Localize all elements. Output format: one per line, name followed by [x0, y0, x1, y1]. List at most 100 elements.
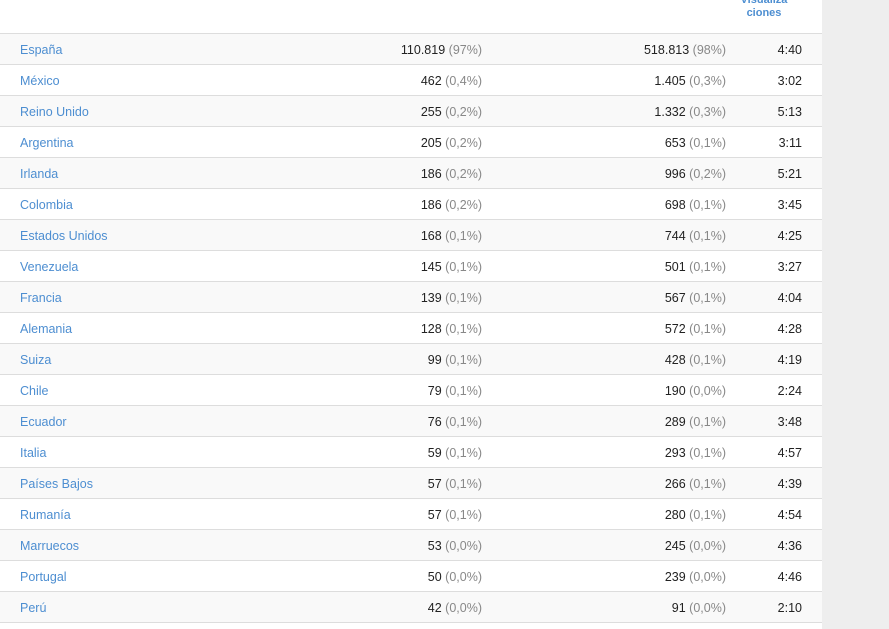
views-cell: 190 (0,0%)	[665, 384, 726, 398]
duration-cell: 4:57	[777, 446, 802, 460]
views-value: 1.405	[654, 74, 686, 88]
sessions-value: 110.819	[400, 43, 446, 57]
table-row: Reino Unido 255 (0,2%) 1.332 (0,3%) 5:13	[0, 96, 822, 127]
duration-cell: 4:04	[777, 291, 802, 305]
sessions-percent: (0,0%)	[445, 570, 482, 584]
country-link[interactable]: Irlanda	[20, 167, 59, 181]
sessions-percent: (0,2%)	[445, 105, 482, 119]
sessions-percent: (0,4%)	[445, 74, 482, 88]
views-value: 698	[664, 198, 686, 212]
country-link[interactable]: Argentina	[20, 136, 74, 150]
country-link[interactable]: Suiza	[20, 353, 52, 367]
country-link[interactable]: Venezuela	[20, 260, 79, 274]
country-link[interactable]: España	[20, 43, 63, 57]
sessions-value: 76	[427, 415, 442, 429]
table-row: Países Bajos 57 (0,1%) 266 (0,1%) 4:39	[0, 468, 822, 499]
sessions-value: 145	[420, 260, 442, 274]
table-row: Chile 79 (0,1%) 190 (0,0%) 2:24	[0, 375, 822, 406]
duration-cell: 3:27	[777, 260, 802, 274]
table-row: Italia 59 (0,1%) 293 (0,1%) 4:57	[0, 437, 822, 468]
country-link[interactable]: Portugal	[20, 570, 67, 584]
report-table: Visualiza ciones España 110.819 (97%) 518.…	[0, 0, 822, 629]
country-link[interactable]: Italia	[20, 446, 47, 460]
sessions-value: 168	[420, 229, 442, 243]
views-value: 293	[664, 446, 686, 460]
duration-cell: 5:21	[777, 167, 802, 181]
sessions-value: 255	[420, 105, 442, 119]
country-link[interactable]: Reino Unido	[20, 105, 89, 119]
duration-cell: 4:36	[777, 539, 802, 553]
views-cell: 428 (0,1%)	[665, 353, 726, 367]
table-row: España 110.819 (97%) 518.813 (98%) 4:40	[0, 34, 822, 65]
country-link[interactable]: Rumanía	[20, 508, 71, 522]
country-link[interactable]: Chile	[20, 384, 49, 398]
table-row: Argentina 205 (0,2%) 653 (0,1%) 3:11	[0, 127, 822, 158]
sessions-value: 462	[420, 74, 442, 88]
duration-cell: 3:11	[778, 136, 802, 150]
views-percent: (0,3%)	[689, 74, 726, 88]
views-value: 91	[671, 601, 686, 615]
views-value: 653	[664, 136, 686, 150]
views-percent: (0,1%)	[689, 477, 726, 491]
views-cell: 245 (0,0%)	[665, 539, 726, 553]
table-body: España 110.819 (97%) 518.813 (98%) 4:40 Méxi…	[0, 34, 822, 623]
country-link[interactable]: Colombia	[20, 198, 73, 212]
sessions-value: 79	[427, 384, 442, 398]
sessions-cell: 110.819 (97%)	[401, 43, 482, 57]
duration-cell: 4:19	[777, 353, 802, 367]
views-value: 280	[664, 508, 686, 522]
duration-cell: 5:13	[777, 105, 802, 119]
duration-cell: 4:54	[777, 508, 802, 522]
table-row: Alemania 128 (0,1%) 572 (0,1%) 4:28	[0, 313, 822, 344]
views-percent: (0,0%)	[689, 601, 726, 615]
views-value: 1.332	[654, 105, 686, 119]
views-value: 567	[664, 291, 686, 305]
country-link[interactable]: Estados Unidos	[20, 229, 108, 243]
country-link[interactable]: Alemania	[20, 322, 73, 336]
duration-cell: 4:39	[777, 477, 802, 491]
table-header: Visualiza ciones	[0, 0, 822, 34]
country-link[interactable]: Perú	[20, 601, 47, 615]
views-cell: 996 (0,2%)	[665, 167, 726, 181]
country-link[interactable]: Ecuador	[20, 415, 67, 429]
views-percent: (0,1%)	[689, 198, 726, 212]
views-percent: (98%)	[692, 43, 726, 57]
views-percent: (0,0%)	[689, 570, 726, 584]
sessions-percent: (0,1%)	[445, 291, 482, 305]
sessions-value: 186	[420, 198, 442, 212]
sessions-cell: 57 (0,1%)	[428, 508, 482, 522]
sessions-cell: 128 (0,1%)	[421, 322, 482, 336]
sessions-percent: (0,1%)	[445, 508, 482, 522]
sessions-value: 50	[427, 570, 442, 584]
views-cell: 567 (0,1%)	[665, 291, 726, 305]
views-value: 289	[664, 415, 686, 429]
duration-cell: 2:24	[777, 384, 802, 398]
views-percent: (0,2%)	[689, 167, 726, 181]
sessions-percent: (0,1%)	[445, 477, 482, 491]
views-percent: (0,1%)	[689, 291, 726, 305]
views-cell: 289 (0,1%)	[665, 415, 726, 429]
duration-cell: 2:10	[777, 601, 802, 615]
country-link[interactable]: Países Bajos	[20, 477, 93, 491]
sessions-cell: 205 (0,2%)	[421, 136, 482, 150]
views-percent: (0,1%)	[689, 322, 726, 336]
views-cell: 518.813 (98%)	[644, 43, 726, 57]
sessions-cell: 145 (0,1%)	[421, 260, 482, 274]
table-row: Perú 42 (0,0%) 91 (0,0%) 2:10	[0, 592, 822, 623]
sessions-cell: 139 (0,1%)	[421, 291, 482, 305]
table-row: Irlanda 186 (0,2%) 996 (0,2%) 5:21	[0, 158, 822, 189]
views-value: 428	[664, 353, 686, 367]
sessions-cell: 99 (0,1%)	[428, 353, 482, 367]
country-link[interactable]: México	[20, 74, 60, 88]
sessions-percent: (0,0%)	[445, 539, 482, 553]
views-value: 572	[664, 322, 686, 336]
sessions-percent: (0,1%)	[445, 415, 482, 429]
country-link[interactable]: Francia	[20, 291, 62, 305]
sessions-percent: (0,1%)	[445, 260, 482, 274]
views-value: 245	[664, 539, 686, 553]
country-link[interactable]: Marruecos	[20, 539, 80, 553]
views-cell: 501 (0,1%)	[665, 260, 726, 274]
views-percent: (0,1%)	[689, 508, 726, 522]
sessions-percent: (0,2%)	[445, 136, 482, 150]
column-header-views[interactable]: Visualiza ciones	[740, 0, 788, 19]
